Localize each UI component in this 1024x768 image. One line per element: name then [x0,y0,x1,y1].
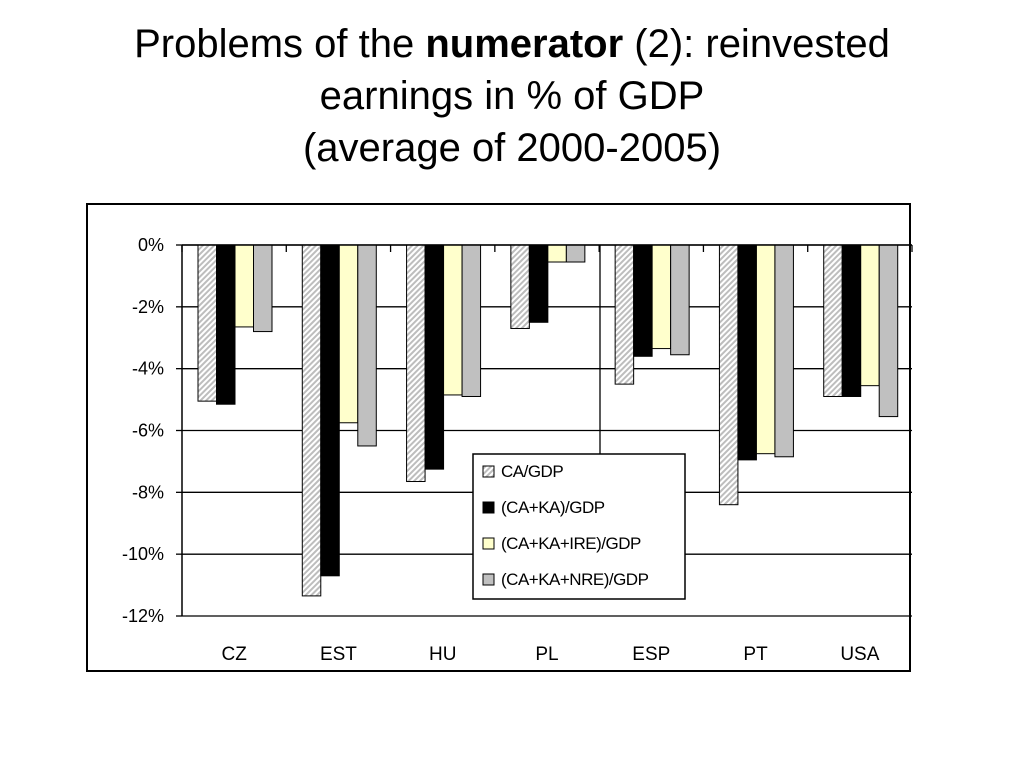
bar [614,244,635,385]
bar-group [197,244,899,597]
bar [823,244,843,397]
bar [774,244,794,458]
bar [424,244,445,470]
y-tick-label: 0% [138,235,164,255]
bar [443,244,463,396]
title-line-3: (average of 2000-2005) [302,126,722,170]
y-tick-label: -4% [132,359,164,379]
legend-label: (CA+KA+IRE)/GDP [501,534,641,553]
legend-swatch [482,573,495,586]
bar [253,244,273,333]
x-tick-label: ESP [632,644,670,665]
bar [528,244,549,323]
title-text-end: (2): reinvested [623,22,890,66]
legend-box [472,453,686,600]
bar [547,244,567,263]
bar [301,244,322,597]
bar [320,244,340,577]
legend-label: (CA+KA+NRE)/GDP [501,570,649,589]
title-line-2: earnings in % of GDP [319,74,705,118]
legend: CA/GDP (CA+KA)/GDP (CA+KA+IRE)/GDP (CA+KA+N… [472,453,686,600]
x-tick-label: PT [743,644,768,665]
legend-swatch [482,465,495,478]
bar [737,244,757,461]
y-tick-label: -6% [132,421,164,441]
bar [216,244,236,405]
bar [338,244,359,424]
bar [633,244,653,357]
bar [841,244,862,397]
bar [878,244,899,418]
x-tick-label: EST [320,644,357,665]
x-tick-label: HU [429,644,456,665]
bar [755,244,776,455]
legend-label: (CA+KA)/GDP [501,498,605,517]
bar [234,244,254,328]
legend-label: CA/GDP [501,462,563,481]
bar [197,244,217,402]
bar [860,244,880,387]
bar [565,244,586,263]
title-text-start: Problems of the [134,22,426,66]
legend-swatch [482,501,495,514]
bar [718,244,739,506]
title-bold-word: numerator [425,22,624,66]
bar [406,244,426,483]
x-tick-label: PL [535,644,558,665]
bar [670,244,690,356]
x-tick-label: CZ [221,644,247,665]
bar [357,244,377,447]
legend-swatch [482,537,495,550]
bar [510,244,530,329]
y-tick-label: -10% [122,544,164,564]
y-tick-label: -8% [132,482,164,502]
y-tick-label: -12% [122,606,164,626]
y-tick-label: -2% [132,297,164,317]
slide-title: Problems of the numerator (2): reinveste… [40,18,984,174]
bar [651,244,672,350]
bar [461,244,482,397]
x-tick-label: USA [840,644,879,665]
axes: 0% -2% -4% -6% -8% -10% -12% CZ EST HU PL ESP PT USA [122,235,913,665]
